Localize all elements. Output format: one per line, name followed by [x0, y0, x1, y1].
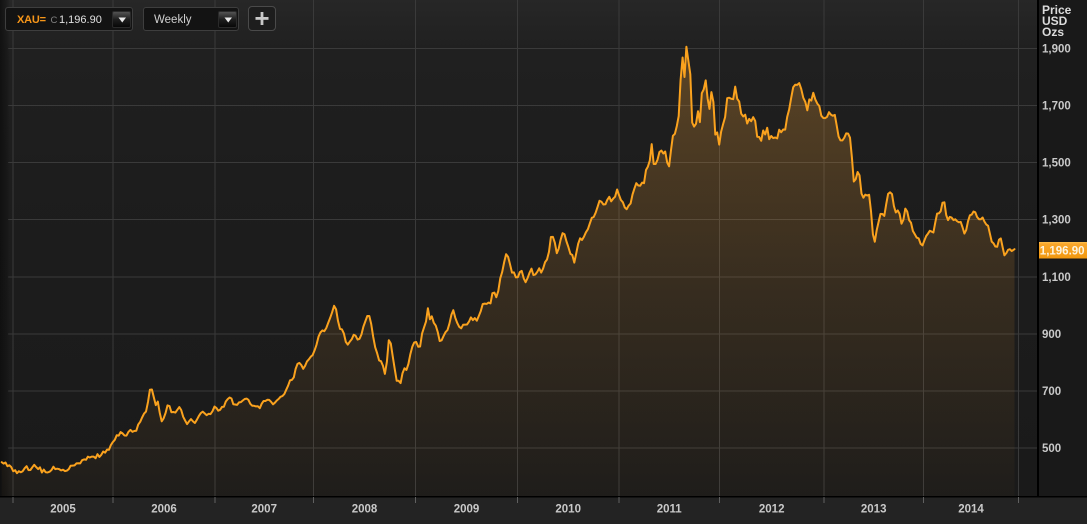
svg-text:Price: Price	[1042, 3, 1072, 17]
svg-text:2013: 2013	[861, 504, 887, 516]
svg-text:1,700: 1,700	[1042, 101, 1071, 113]
svg-text:2010: 2010	[555, 504, 581, 516]
svg-text:1,900: 1,900	[1042, 43, 1071, 55]
svg-text:900: 900	[1042, 329, 1061, 341]
svg-text:1,500: 1,500	[1042, 158, 1071, 170]
svg-text:2007: 2007	[251, 504, 277, 516]
svg-text:2011: 2011	[657, 504, 683, 516]
svg-text:2006: 2006	[151, 504, 177, 516]
svg-text:Ozs: Ozs	[1042, 25, 1064, 39]
svg-text:700: 700	[1042, 386, 1061, 398]
svg-text:1,300: 1,300	[1042, 215, 1071, 227]
svg-text:2012: 2012	[759, 504, 785, 516]
svg-text:500: 500	[1042, 443, 1061, 455]
svg-text:2005: 2005	[50, 504, 76, 516]
svg-text:1,196.90: 1,196.90	[1040, 246, 1085, 258]
svg-text:2009: 2009	[454, 504, 480, 516]
svg-text:1,100: 1,100	[1042, 272, 1071, 284]
svg-text:2014: 2014	[958, 504, 984, 516]
svg-text:USD: USD	[1042, 14, 1068, 28]
svg-text:2008: 2008	[352, 504, 378, 516]
